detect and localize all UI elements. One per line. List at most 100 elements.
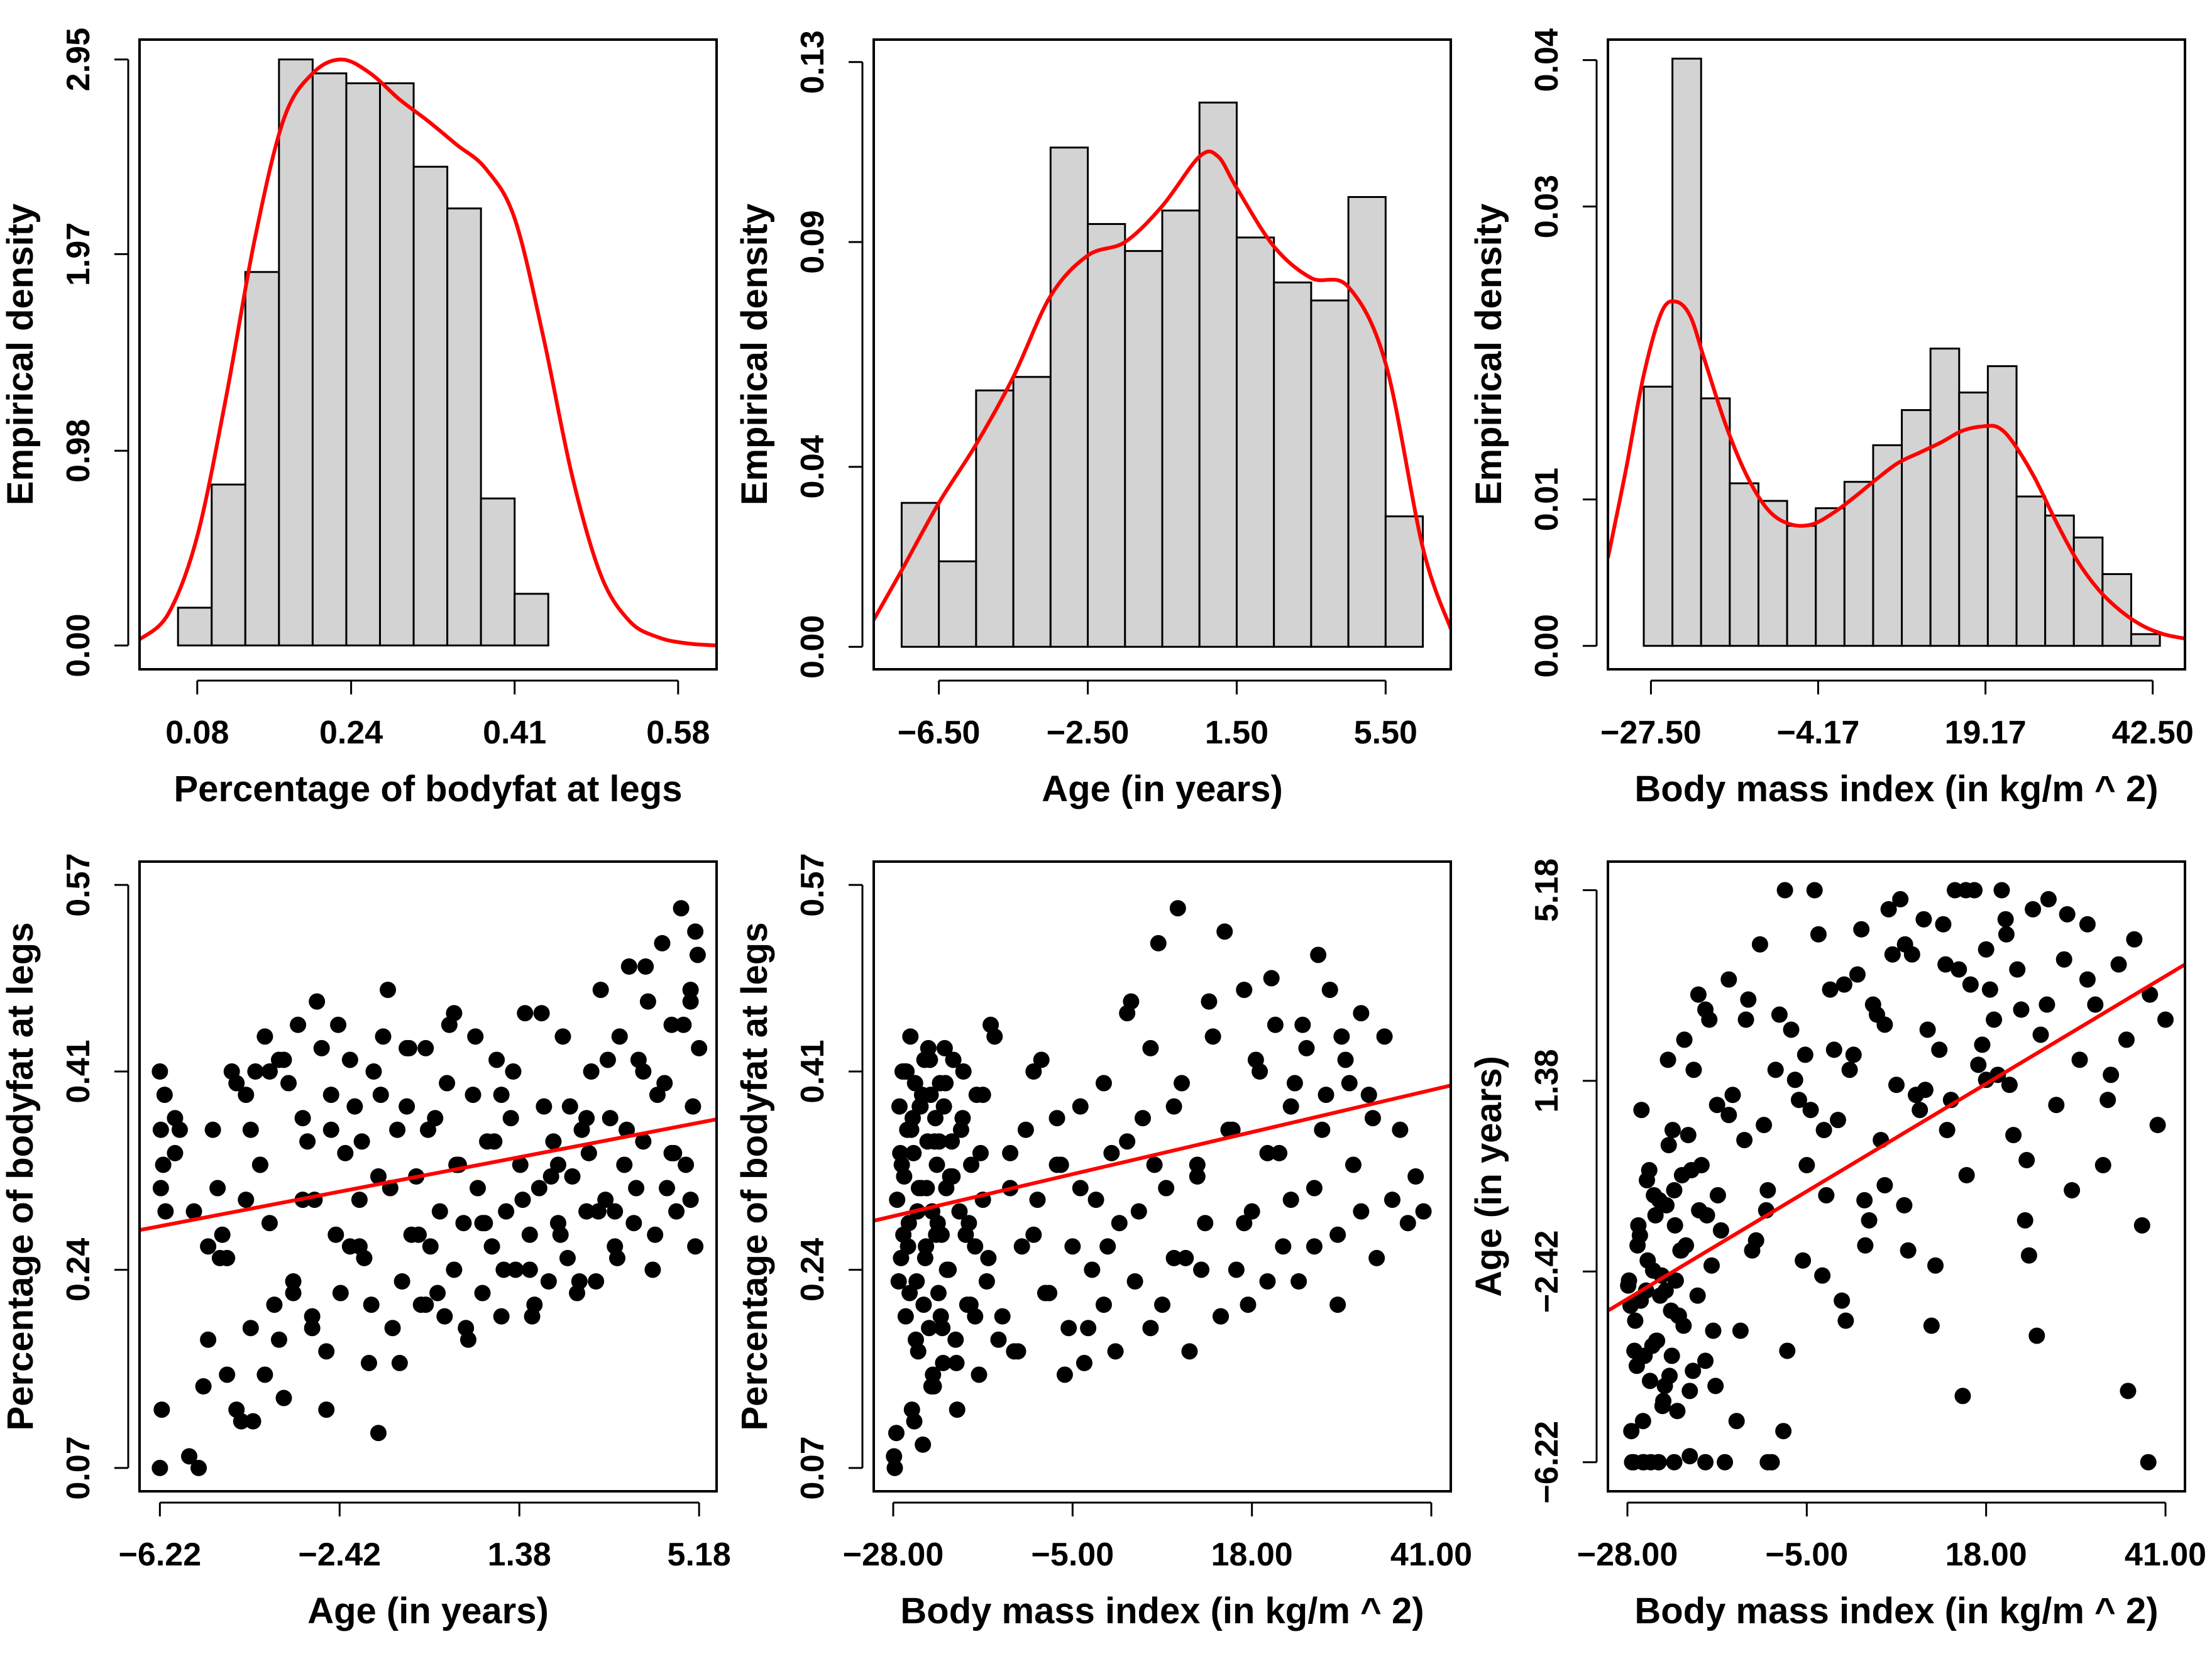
scatter-point — [1720, 1107, 1737, 1124]
scatter-point — [294, 1110, 311, 1127]
scatter-point — [455, 1215, 472, 1232]
histogram-bar — [2130, 633, 2161, 647]
scatter-point — [209, 1180, 226, 1197]
scatter-point — [588, 1273, 605, 1290]
scatter-point — [1680, 1127, 1697, 1144]
scatter-point — [1779, 1342, 1796, 1359]
scatter-point — [1644, 1262, 1661, 1279]
scatter-point — [536, 1098, 553, 1115]
x-tick-label: 1.50 — [1205, 715, 1268, 751]
scatter-point — [304, 1320, 321, 1337]
scatter-point — [1286, 1075, 1303, 1092]
scatter-point — [1228, 1261, 1245, 1278]
y-tick-label: 1.97 — [60, 222, 97, 286]
x-tick-label: 5.50 — [1354, 715, 1417, 751]
scatter-point — [592, 982, 609, 999]
scatter-point — [1654, 1398, 1671, 1415]
x-tick-label: 5.18 — [668, 1537, 731, 1573]
scatter-point — [195, 1378, 212, 1395]
scatter-point — [2009, 961, 2026, 978]
scatter-point — [675, 1016, 692, 1033]
panel-6: −28.00 −5.00 18.00 41.00 −6.22 −2.42 1.38 5.18 B… — [1468, 858, 2206, 1631]
scatter-point — [940, 1261, 957, 1278]
scatter-point — [2005, 1127, 2022, 1144]
scatter-point — [580, 1144, 597, 1161]
scatter-point — [1384, 1192, 1400, 1208]
scatter-point — [1659, 1051, 1676, 1068]
scatter-point — [2079, 971, 2096, 988]
scatter-point — [299, 1133, 316, 1150]
scatter-point — [1076, 1354, 1092, 1371]
x-tick-label: −6.22 — [119, 1537, 202, 1573]
histogram-bar — [2015, 495, 2047, 647]
scatter-point — [251, 1156, 268, 1173]
scatter-point — [1632, 1292, 1649, 1309]
scatter-point — [2087, 996, 2104, 1013]
y-tick-label: 0.98 — [60, 419, 97, 483]
scatter-point — [1709, 1186, 1726, 1203]
scatter-point — [304, 1308, 321, 1325]
y-axis-title: Empirical density — [734, 204, 775, 505]
scatter-point — [2040, 891, 2057, 907]
scatter-point — [495, 1261, 512, 1278]
scatter-point — [1685, 1061, 1702, 1078]
histogram-bar — [1843, 481, 1874, 647]
scatter-point — [1717, 1454, 1734, 1471]
scatter-point — [1697, 1001, 1714, 1018]
scatter-point — [1392, 1121, 1409, 1138]
scatter-point — [935, 1354, 952, 1371]
scatter-point — [1275, 1238, 1292, 1255]
scatter-point — [2055, 951, 2072, 968]
scatter-point — [602, 1110, 619, 1127]
scatter-point — [439, 1075, 456, 1092]
scatter-point — [512, 1156, 529, 1173]
scatter-point — [372, 1087, 389, 1104]
scatter-point — [351, 1192, 368, 1208]
scatter-point — [422, 1238, 439, 1255]
x-tick-label: −5.00 — [1032, 1537, 1114, 1573]
scatter-point — [927, 1110, 944, 1127]
scatter-point — [429, 1285, 446, 1302]
histogram-bar — [211, 483, 246, 647]
histogram-bar — [1310, 299, 1350, 648]
scatter-point — [1978, 941, 1995, 958]
scatter-point — [896, 1063, 913, 1080]
scatter-point — [233, 1413, 250, 1430]
scatter-point — [673, 900, 690, 917]
scatter-point — [1329, 1226, 1346, 1243]
scatter-point — [944, 1168, 961, 1185]
histogram-bar — [1273, 281, 1312, 648]
scatter-point — [1084, 1261, 1101, 1278]
scatter-point — [1667, 1272, 1684, 1289]
scatter-point — [951, 1203, 968, 1220]
scatter-point — [1919, 1021, 1936, 1038]
scatter-point — [637, 958, 654, 975]
x-axis-title: Age (in years) — [1042, 769, 1283, 809]
scatter-point — [902, 1028, 919, 1045]
scatter-point — [2157, 1011, 2174, 1028]
scatter-point — [1689, 1287, 1706, 1304]
scatter-point — [916, 1249, 933, 1266]
scatter-point — [238, 1192, 255, 1208]
scatter-point — [1189, 1168, 1206, 1185]
scatter-point — [370, 1425, 387, 1442]
scatter-point — [2140, 1454, 2157, 1471]
density-curve — [1608, 299, 2185, 641]
scatter-point — [1006, 1343, 1023, 1360]
scatter-point — [925, 1366, 942, 1383]
scatter-point — [1072, 1180, 1089, 1197]
scatter-point — [256, 1366, 273, 1383]
panel-2: −6.50 −2.50 1.50 5.50 0.00 0.04 0.09 0.13 Age (i… — [734, 30, 1452, 809]
x-axis-title: Age (in years) — [307, 1591, 549, 1631]
scatter-point — [1962, 976, 1979, 993]
scatter-point — [1376, 1028, 1393, 1045]
x-axis-title: Body mass index (in kg/m ^ 2) — [1634, 769, 2158, 809]
scatter-point — [1154, 1296, 1170, 1313]
scatter-point — [389, 1121, 406, 1138]
scatter-point — [1775, 1423, 1792, 1440]
histogram-bar — [177, 606, 213, 647]
y-tick-label: 0.09 — [795, 210, 831, 273]
scatter-point — [1666, 1181, 1683, 1198]
x-tick-label: −5.00 — [1766, 1537, 1849, 1573]
x-tick-label: −6.50 — [898, 715, 981, 751]
